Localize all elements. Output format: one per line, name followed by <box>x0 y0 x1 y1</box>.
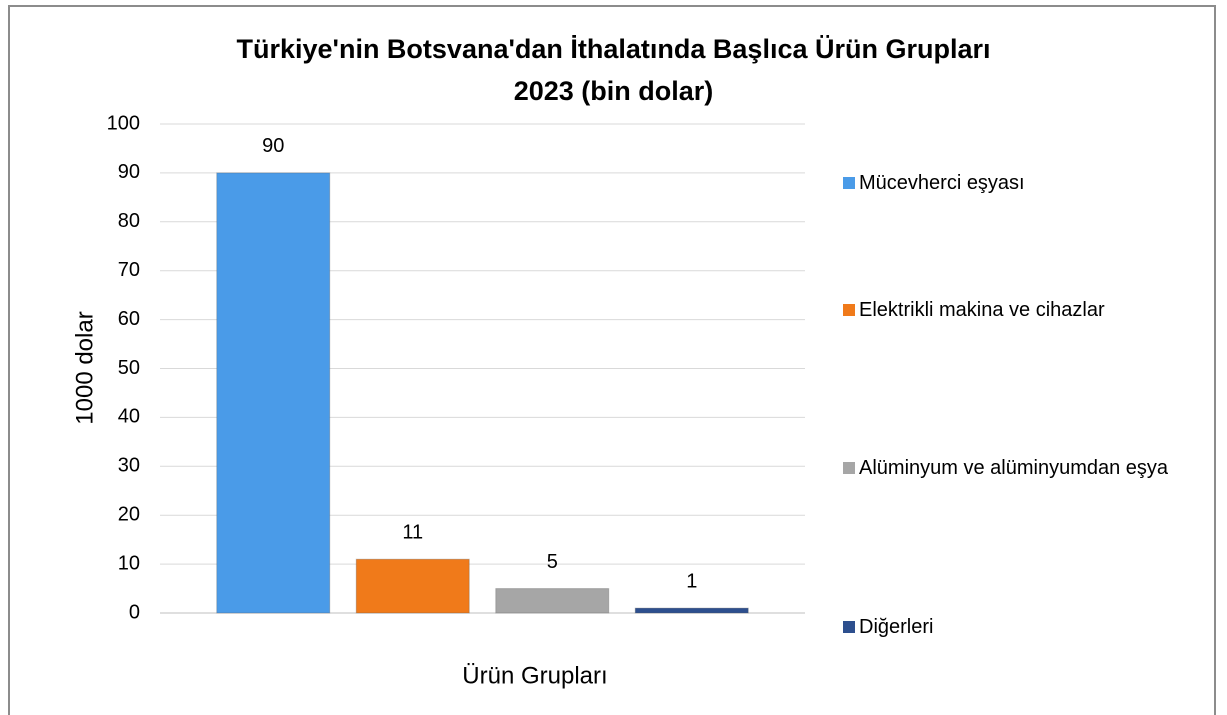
legend-item: Diğerleri <box>843 610 1203 644</box>
legend-swatch <box>843 304 855 316</box>
bar <box>355 558 470 614</box>
y-tick-label: 40 <box>118 406 140 428</box>
legend-item: Mücevherci eşyası <box>843 166 1203 200</box>
chart-frame <box>8 5 1216 715</box>
bar <box>634 607 749 614</box>
legend-label: Elektrikli makina ve cihazlar <box>859 299 1105 321</box>
legend-swatch <box>843 462 855 474</box>
data-label: 11 <box>402 521 423 543</box>
y-tick-label: 70 <box>118 259 140 281</box>
y-tick-label: 10 <box>118 552 140 574</box>
x-axis-label: Ürün Grupları <box>462 662 607 689</box>
legend-swatch <box>843 177 855 189</box>
legend-label: Alüminyum ve alüminyumdan eşya <box>859 457 1169 479</box>
y-tick-label: 0 <box>129 601 140 623</box>
y-tick-label: 60 <box>118 308 140 330</box>
legend-item: Alüminyum ve alüminyumdan eşya <box>843 451 1203 485</box>
data-label: 90 <box>262 135 284 157</box>
y-tick-label: 100 <box>107 112 140 134</box>
y-tick-label: 20 <box>118 503 140 525</box>
y-axis-label: 1000 dolar <box>71 311 98 424</box>
chart-title: Türkiye'nin Botsvana'dan İthalatında Baş… <box>236 34 991 106</box>
y-tick-label: 90 <box>118 161 140 183</box>
legend-label: Diğerleri <box>859 616 934 638</box>
data-label: 1 <box>686 570 697 592</box>
bar <box>216 172 331 614</box>
y-tick-label: 50 <box>118 357 140 379</box>
y-tick-label: 30 <box>118 455 140 477</box>
data-label: 5 <box>547 551 558 573</box>
bar <box>495 588 610 614</box>
legend-item: Elektrikli makina ve cihazlar <box>843 293 1203 327</box>
legend-label: Mücevherci eşyası <box>859 172 1025 194</box>
legend-swatch <box>843 621 855 633</box>
y-tick-label: 80 <box>118 210 140 232</box>
